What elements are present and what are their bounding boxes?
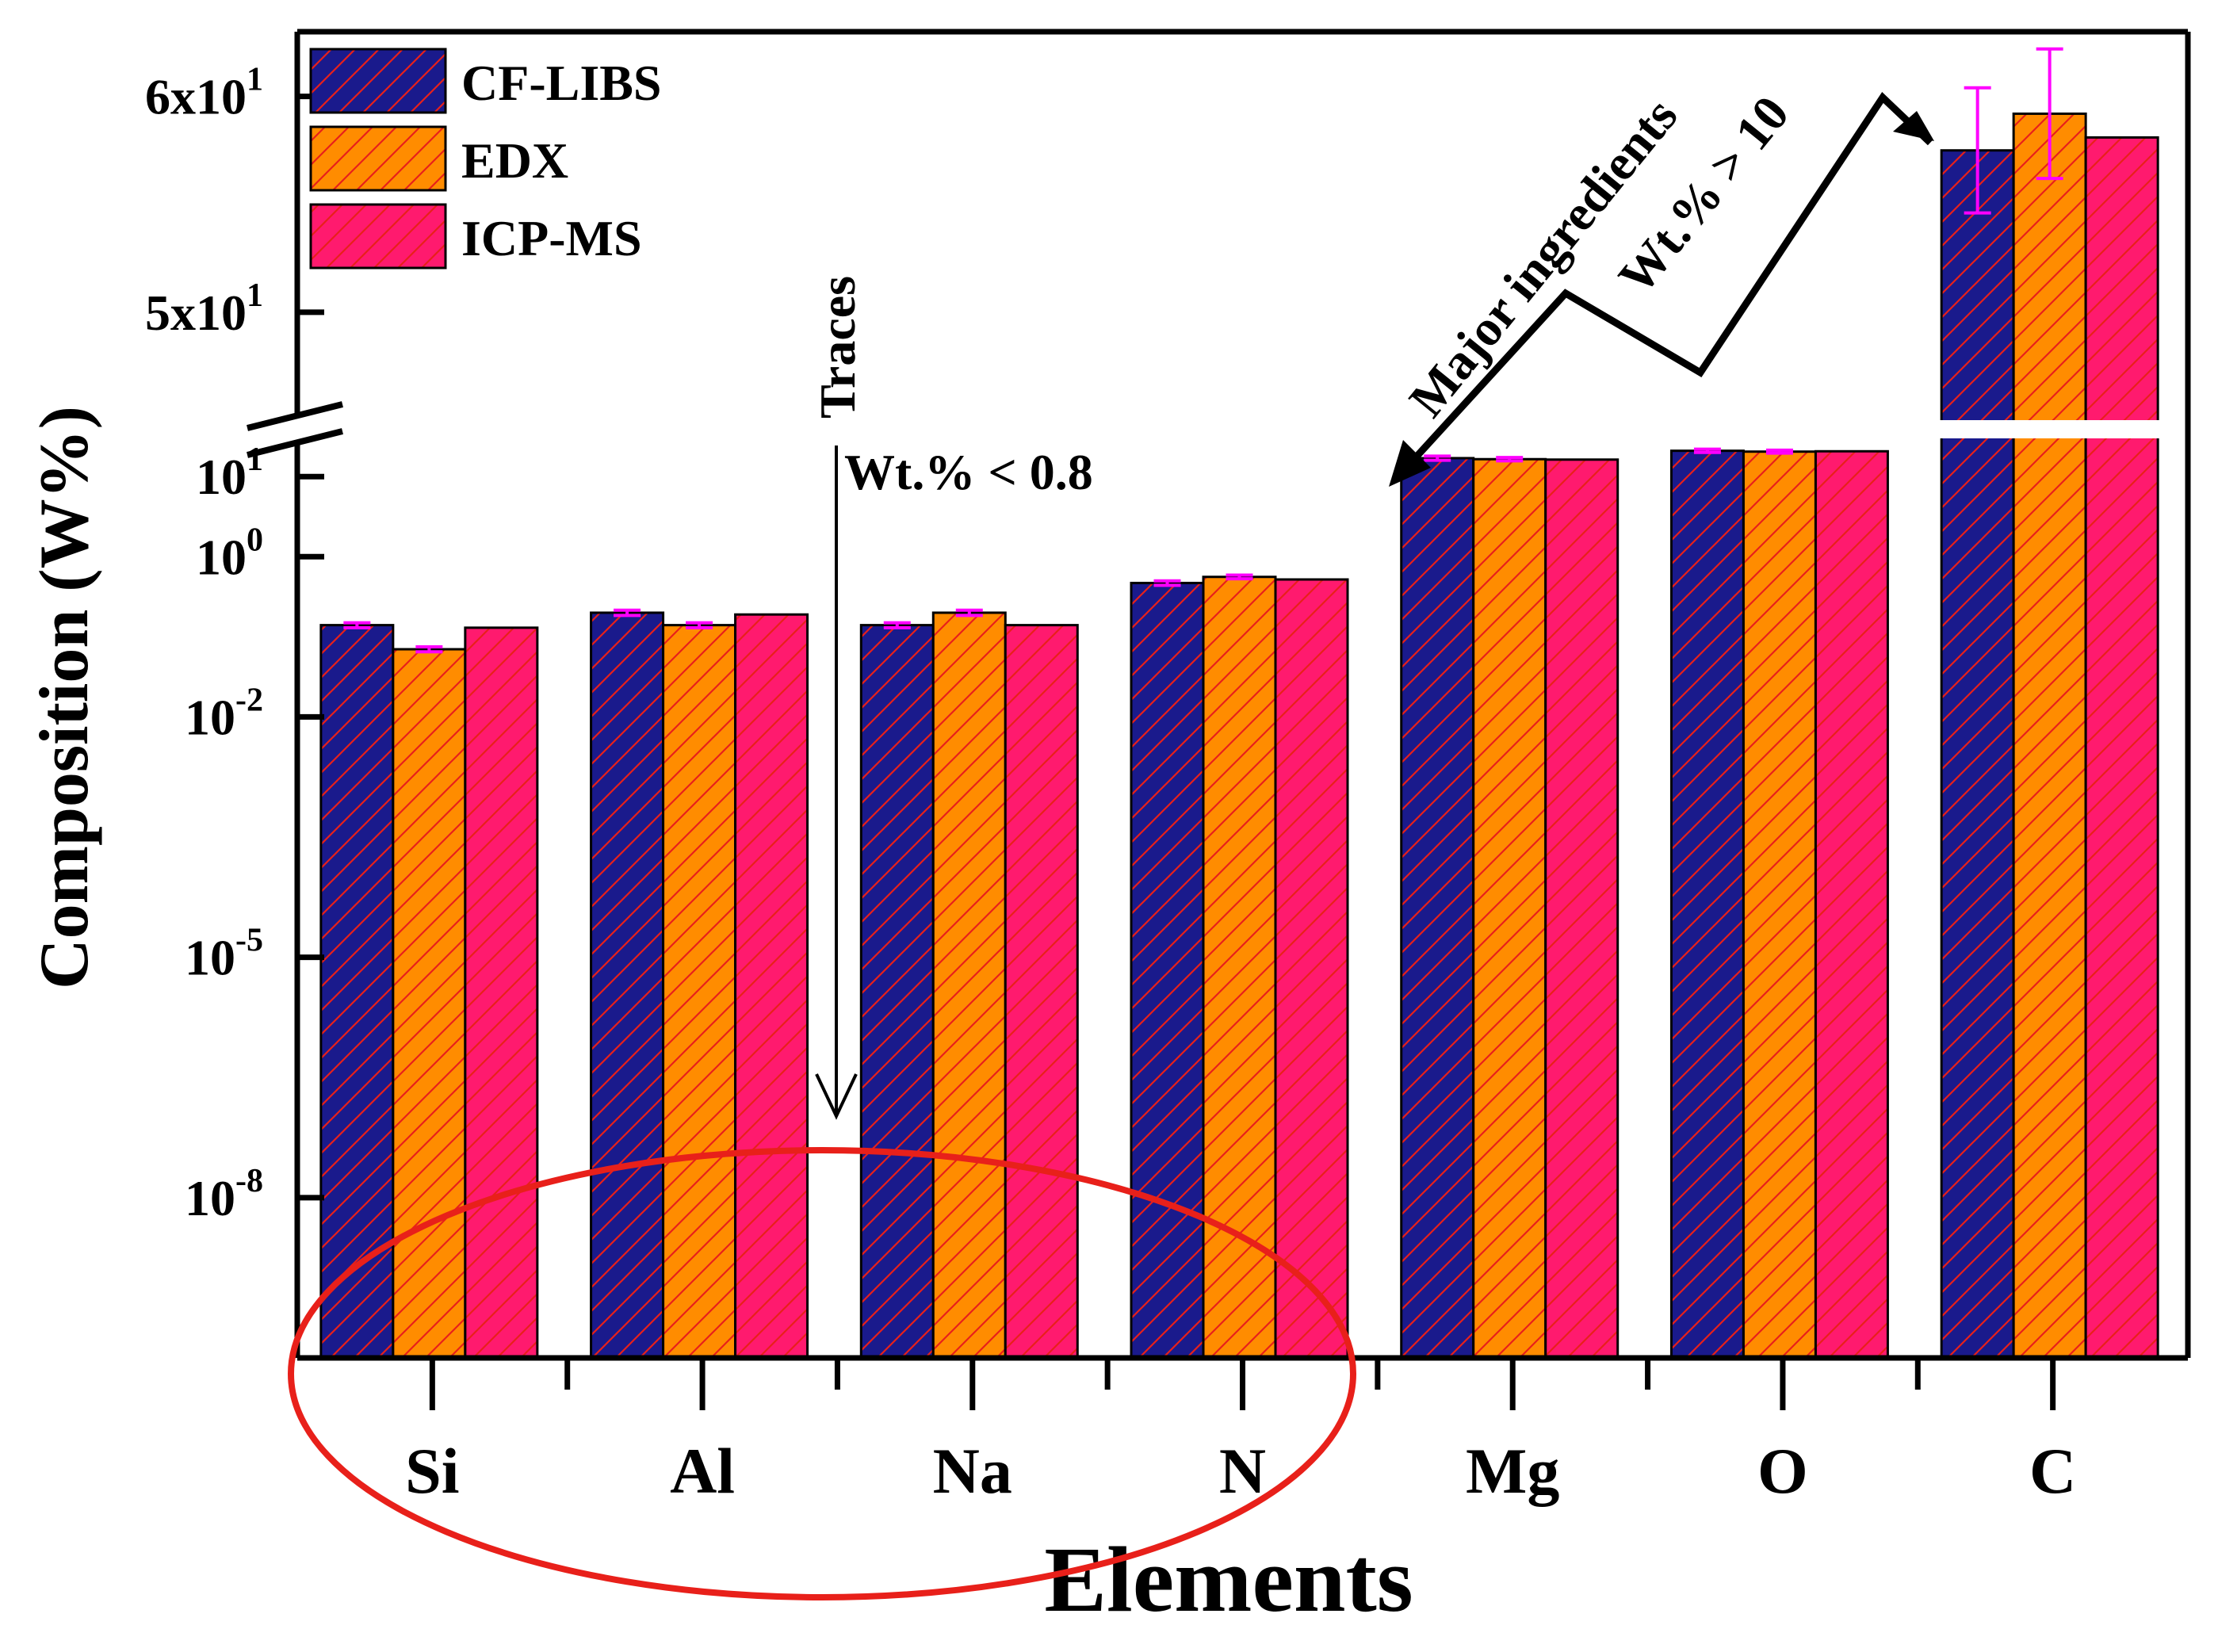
x-tick-label: Mg bbox=[1466, 1435, 1559, 1507]
x-tick-label: O bbox=[1757, 1435, 1808, 1507]
bar-o-edx bbox=[1742, 448, 1817, 1359]
bar-hatch bbox=[1274, 578, 1349, 1359]
bar-hatch bbox=[1400, 457, 1475, 1359]
bar-hatch bbox=[1814, 449, 1889, 1359]
legend-swatch-hatch bbox=[309, 48, 447, 114]
bar-group-mg bbox=[1400, 454, 1620, 1359]
bar-hatch bbox=[1130, 581, 1205, 1359]
bar-mg-cf-libs bbox=[1400, 454, 1475, 1359]
bar-c-edx bbox=[2012, 47, 2087, 1359]
bar-al-edx bbox=[662, 621, 737, 1359]
legend: CF-LIBS EDX ICP-MS bbox=[309, 48, 662, 270]
bar-group-al bbox=[590, 608, 809, 1359]
bar-hatch bbox=[1004, 624, 1079, 1359]
bar-na-cf-libs bbox=[859, 621, 935, 1359]
bar-hatch bbox=[931, 611, 1007, 1359]
legend-item-icp-ms: ICP-MS bbox=[309, 203, 642, 270]
bar-hatch bbox=[1544, 458, 1620, 1359]
bar-group-si bbox=[319, 621, 539, 1359]
bars-layer bbox=[319, 47, 2159, 1359]
x-axis-title: Elements bbox=[1044, 1528, 1413, 1631]
bar-hatch bbox=[1202, 576, 1277, 1359]
bar-hatch bbox=[464, 626, 539, 1359]
bar-na-edx bbox=[931, 608, 1007, 1359]
major-arrow-head-right bbox=[1893, 111, 1934, 141]
bar-n-icp-ms bbox=[1274, 578, 1349, 1359]
bar-c-icp-ms bbox=[2084, 136, 2159, 1359]
bar-hatch bbox=[1669, 449, 1745, 1359]
y-tick-label: 10-8 bbox=[185, 1163, 263, 1226]
x-tick-label: Al bbox=[670, 1435, 735, 1507]
bar-group-o bbox=[1669, 447, 1889, 1359]
axis-break-mark bbox=[247, 428, 343, 458]
y-tick-label: 6x101 bbox=[145, 62, 263, 125]
bar-na-icp-ms bbox=[1004, 624, 1079, 1359]
bar-c-cf-libs bbox=[1940, 86, 2015, 1359]
bar-si-edx bbox=[392, 644, 467, 1359]
bar-al-icp-ms bbox=[734, 613, 809, 1359]
bar-hatch bbox=[859, 624, 935, 1359]
bar-n-cf-libs bbox=[1130, 579, 1205, 1359]
bar-group-n bbox=[1130, 573, 1349, 1359]
bar-si-icp-ms bbox=[464, 626, 539, 1359]
bar-hatch bbox=[1742, 450, 1817, 1359]
bar-hatch bbox=[1940, 149, 2015, 1359]
bar-si-cf-libs bbox=[319, 621, 395, 1359]
y-tick-label: 10-5 bbox=[185, 923, 263, 986]
x-tick-label: Na bbox=[933, 1435, 1012, 1507]
bar-group-na bbox=[859, 608, 1079, 1359]
trace-highlight-ellipse bbox=[288, 1147, 1356, 1600]
legend-label: ICP-MS bbox=[461, 210, 642, 266]
bar-o-cf-libs bbox=[1669, 447, 1745, 1359]
bar-hatch bbox=[2084, 136, 2159, 1359]
legend-label: CF-LIBS bbox=[461, 55, 662, 111]
y-tick-label: 101 bbox=[196, 442, 263, 505]
major-arrow-head-left bbox=[1389, 440, 1431, 487]
bar-hatch bbox=[2012, 112, 2087, 1359]
frame-layer bbox=[247, 29, 2191, 1361]
axis-break-mark bbox=[247, 401, 343, 431]
legend-label: EDX bbox=[461, 132, 568, 189]
major-arrow-line bbox=[1396, 92, 1933, 479]
y-tick-label: 5x101 bbox=[145, 277, 263, 341]
legend-item-cf-libs: CF-LIBS bbox=[309, 48, 662, 114]
bar-hatch bbox=[590, 611, 665, 1359]
bar-hatch bbox=[734, 613, 809, 1359]
x-tick-label: N bbox=[1219, 1435, 1266, 1507]
traces-threshold-label: Wt.% < 0.8 bbox=[844, 444, 1093, 500]
bar-o-icp-ms bbox=[1814, 449, 1889, 1359]
legend-item-edx: EDX bbox=[309, 125, 568, 192]
bar-group-c bbox=[1940, 47, 2159, 1359]
bar-hatch bbox=[319, 624, 395, 1359]
bar-mg-icp-ms bbox=[1544, 458, 1620, 1359]
y-tick-label: 10-2 bbox=[185, 682, 263, 745]
legend-swatch-hatch bbox=[309, 203, 447, 270]
bar-n-edx bbox=[1202, 573, 1277, 1359]
x-tick-label: C bbox=[2029, 1435, 2076, 1507]
axis-break-gap bbox=[300, 420, 2185, 438]
bar-hatch bbox=[1472, 457, 1547, 1359]
x-tick-label: Si bbox=[405, 1435, 459, 1507]
bar-hatch bbox=[662, 624, 737, 1359]
bar-al-cf-libs bbox=[590, 608, 665, 1359]
legend-swatch-hatch bbox=[309, 125, 447, 192]
y-axis-title: Composition (W%) bbox=[26, 406, 103, 989]
bar-hatch bbox=[392, 648, 467, 1359]
traces-arrow-head bbox=[815, 1073, 858, 1120]
bar-mg-edx bbox=[1472, 456, 1547, 1359]
traces-label: Traces bbox=[809, 276, 866, 419]
axes-layer: 10-8 10-5 10-2 100 101 5x101 6x101 Si Al Na N Mg O C E… bbox=[26, 62, 2076, 1631]
y-tick-label: 100 bbox=[196, 522, 263, 585]
